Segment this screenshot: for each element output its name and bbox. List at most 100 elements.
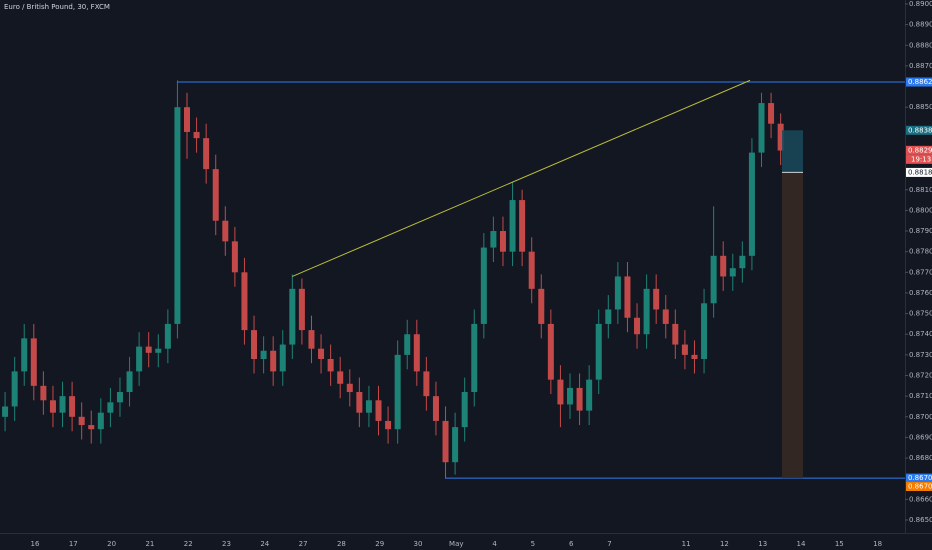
countdown: 19:13	[911, 155, 931, 163]
candle-body	[624, 276, 631, 318]
candle-body	[40, 385, 47, 401]
candle-body	[605, 309, 612, 324]
candle-body	[337, 371, 344, 384]
candle-body	[203, 138, 210, 170]
candle-body	[11, 371, 18, 407]
price-label-box	[906, 125, 932, 135]
x-tick-label: 23	[222, 540, 231, 548]
candle-body	[442, 420, 449, 463]
candle-body	[432, 396, 439, 421]
candle-body	[69, 396, 76, 417]
candle-body	[375, 400, 382, 421]
candle-body	[184, 107, 191, 132]
candle-body	[174, 107, 181, 324]
candle-body	[404, 334, 411, 355]
candle-body	[691, 354, 698, 360]
x-tick-label: 15	[835, 540, 844, 548]
candle-body	[279, 344, 286, 372]
candle-body	[308, 330, 315, 349]
x-tick-label: 20	[107, 540, 116, 548]
x-tick-label: 24	[260, 540, 269, 548]
candle-body	[662, 309, 669, 324]
candle-body	[145, 346, 152, 353]
x-tick-label: 30	[414, 540, 423, 548]
candle-body	[270, 350, 277, 372]
candle-body	[231, 241, 238, 273]
x-tick-label: 18	[873, 540, 882, 548]
candle-body	[729, 268, 736, 277]
candle-body	[777, 123, 784, 151]
candle-body	[126, 371, 133, 393]
candle-body	[528, 251, 535, 289]
x-tick-label: 16	[31, 540, 40, 548]
candle-body	[634, 317, 641, 335]
candle-body	[346, 383, 353, 393]
price-label-box	[906, 482, 932, 492]
candle-body	[653, 288, 660, 310]
candle-body	[519, 200, 526, 252]
candle-body	[452, 427, 459, 463]
x-tick-label: May	[449, 540, 463, 548]
price-label-box	[906, 167, 932, 177]
candle-body	[557, 379, 564, 405]
candle-body	[681, 344, 688, 355]
price-label-box	[906, 145, 932, 155]
x-tick-label: 4	[492, 540, 497, 548]
price-label-box	[906, 473, 932, 483]
candle-body	[701, 303, 708, 360]
candle-body	[710, 255, 717, 304]
y-tick-label: 0.86500	[909, 516, 932, 524]
candle-body	[88, 425, 95, 430]
candle-body	[768, 103, 775, 124]
candle-body	[136, 346, 143, 372]
x-tick-label: 17	[69, 540, 78, 548]
candle-body	[107, 402, 114, 413]
x-tick-label: 7	[607, 540, 611, 548]
candle-body	[739, 255, 746, 269]
candle-body	[595, 323, 602, 380]
candle-body	[413, 334, 420, 372]
x-tick-label: 6	[569, 540, 574, 548]
candle-body	[155, 348, 162, 353]
candle-body	[222, 220, 229, 242]
candle-body	[21, 338, 28, 372]
candle-body	[538, 288, 545, 324]
candle-body	[116, 392, 123, 403]
x-tick-label: 29	[375, 540, 384, 548]
candle-body	[49, 400, 56, 413]
target-zone	[782, 130, 803, 173]
trend-line	[292, 79, 751, 277]
x-tick-label: 22	[184, 540, 193, 548]
candle-body	[509, 200, 516, 252]
chart-title: Euro / British Pound, 30, FXCM	[4, 3, 110, 11]
candle-body	[356, 392, 363, 413]
x-tick-label: 13	[758, 540, 767, 548]
candle-body	[97, 412, 104, 430]
candle-body	[720, 255, 727, 277]
candle-body	[289, 288, 296, 345]
price-label: 0.88388	[908, 126, 932, 134]
candle-body	[748, 152, 755, 256]
candle-body	[643, 288, 650, 335]
candle-body	[365, 400, 372, 413]
candle-body	[586, 379, 593, 411]
price-label: 0.88622	[908, 78, 932, 86]
candle-body	[672, 323, 679, 345]
